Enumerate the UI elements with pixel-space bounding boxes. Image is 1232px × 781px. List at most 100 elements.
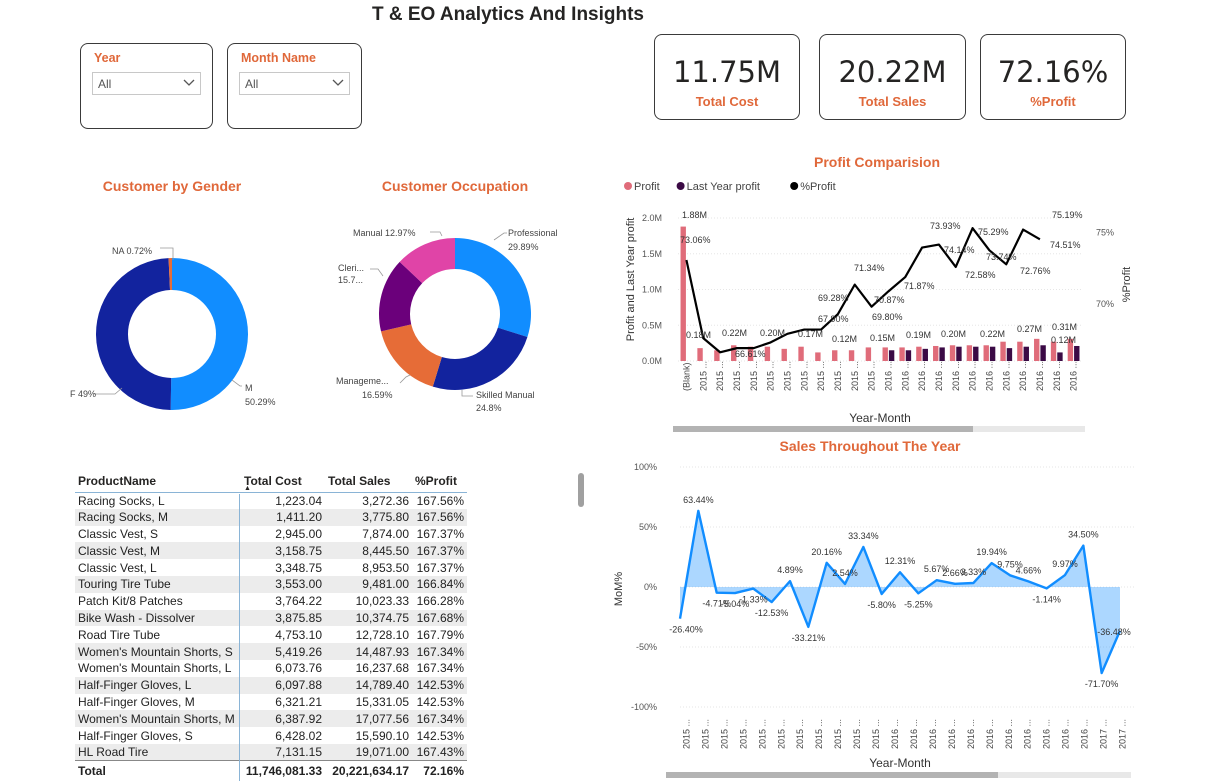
profit-bar[interactable]	[781, 348, 787, 361]
gender-slice-m[interactable]	[170, 258, 249, 410]
profit-bar[interactable]	[1067, 338, 1074, 361]
table-row[interactable]: Half-Finger Gloves, M 6,321.21 15,331.05 14…	[75, 694, 467, 711]
legend-label-1[interactable]: Last Year profit	[687, 181, 760, 193]
sales-scroll-thumb[interactable]	[666, 772, 998, 778]
chevron-down-icon	[332, 79, 344, 86]
profit-bar[interactable]	[848, 350, 855, 361]
table-row[interactable]: Road Tire Tube 4,753.10 12,728.10 167.79%	[75, 626, 467, 643]
gender-donut-chart: NA 0.72% F 49% M 50.29%	[70, 246, 276, 410]
occupation-slice-manual[interactable]	[399, 238, 455, 284]
occupation-slice-skilled-manual[interactable]	[432, 327, 528, 390]
last-year-profit-bar[interactable]	[1023, 346, 1029, 361]
last-year-profit-bar[interactable]	[922, 348, 928, 361]
header-productname[interactable]: ProductName	[78, 473, 157, 488]
cell-productname: Racing Socks, M	[75, 508, 241, 526]
profit-bar[interactable]	[731, 345, 737, 361]
occupation-slice-clerical[interactable]	[379, 261, 423, 332]
table-row[interactable]: Bike Wash - Dissolver 3,875.85 10,374.75 16…	[75, 609, 467, 627]
profit-pct-card: 72.16% %Profit	[980, 34, 1126, 120]
table-row[interactable]: Women's Mountain Shorts, S 5,419.26 14,487…	[75, 643, 467, 660]
cell-profit-pct: 167.34%	[416, 661, 464, 676]
last-year-profit-bar[interactable]	[939, 347, 945, 361]
profit-bar[interactable]	[865, 347, 872, 361]
profit-bar[interactable]	[899, 347, 905, 361]
occupation-professional-pct: 29.89%	[508, 242, 539, 252]
header-total-sales[interactable]: Total Sales	[328, 473, 391, 488]
table-row[interactable]: Classic Vest, S 2,945.00 7,874.00 167.37%	[75, 526, 467, 543]
profit-bar[interactable]	[882, 347, 888, 361]
occupation-slice-management[interactable]	[381, 324, 442, 387]
profit-ytick: 0.5M	[642, 320, 662, 330]
profit-bar[interactable]	[1050, 341, 1057, 361]
cell-profit-pct: 167.56%	[416, 493, 464, 508]
profit-bar[interactable]	[815, 352, 821, 361]
profit-bar[interactable]	[916, 346, 922, 361]
profit-bar[interactable]	[933, 345, 939, 361]
last-year-profit-bar[interactable]	[1074, 345, 1080, 361]
profit-data-label: 74.51%	[1050, 240, 1081, 250]
profit-bar[interactable]	[798, 346, 804, 361]
last-year-profit-bar[interactable]	[1006, 348, 1013, 361]
profit-bar[interactable]	[966, 345, 973, 361]
profit-bar[interactable]	[680, 226, 686, 361]
sales-xtick: 2016 ...	[966, 719, 976, 749]
last-year-profit-bar[interactable]	[956, 346, 962, 361]
profit-data-label: 73.06%	[680, 235, 711, 245]
profit-xtick: 2015 ...	[799, 361, 809, 391]
cell-productname: Women's Mountain Shorts, M	[75, 710, 241, 728]
year-slicer: Year All	[80, 43, 213, 129]
profit-bar[interactable]	[949, 345, 956, 361]
last-year-profit-bar[interactable]	[973, 346, 979, 361]
profit-bar[interactable]	[714, 350, 720, 361]
last-year-profit-bar[interactable]	[1057, 352, 1063, 361]
profit-bar[interactable]	[764, 346, 771, 361]
profit-data-label: 66.61%	[735, 349, 766, 359]
table-scrollbar-thumb[interactable]	[578, 473, 584, 507]
profit-scroll-thumb[interactable]	[673, 426, 973, 432]
sales-xtick: 2015 ...	[719, 719, 729, 749]
last-year-profit-bar[interactable]	[1040, 345, 1046, 361]
table-row[interactable]: Racing Socks, M 1,411.20 3,775.80 167.56%	[75, 508, 467, 526]
table-row[interactable]: Women's Mountain Shorts, L 6,073.76 16,237…	[75, 660, 467, 677]
sales-mom-line[interactable]	[678, 509, 1122, 675]
profit-comparison-chart: Profit Comparision Profit Last Year profit…	[624, 154, 1133, 432]
profit-data-label: 0.31M	[1052, 322, 1077, 332]
profit-bar[interactable]	[697, 348, 703, 361]
product-table-container: ProductName Total Cost ▲ Total Sales %Pr…	[75, 470, 475, 781]
profit-bar[interactable]	[983, 345, 989, 361]
header-profit-pct[interactable]: %Profit	[415, 473, 457, 488]
gender-slice-f[interactable]	[96, 258, 172, 410]
legend-label-0[interactable]: Profit	[634, 181, 660, 193]
table-row[interactable]: Patch Kit/8 Patches 3,764.22 10,023.33 166.…	[75, 593, 467, 610]
last-year-profit-bar[interactable]	[989, 346, 996, 361]
profit-bar[interactable]	[1034, 338, 1040, 361]
last-year-profit-bar[interactable]	[905, 350, 912, 361]
gender-slice-na[interactable]	[168, 258, 172, 291]
month-dropdown[interactable]: All	[239, 72, 350, 95]
table-row[interactable]: Touring Tire Tube 3,553.00 9,481.00 166.84%	[75, 575, 467, 593]
table-row[interactable]: Classic Vest, L 3,348.75 8,953.50 167.37%	[75, 559, 467, 576]
occupation-slice-professional[interactable]	[455, 238, 531, 338]
table-row[interactable]: Women's Mountain Shorts, M 6,387.92 17,077…	[75, 710, 467, 728]
year-dropdown[interactable]: All	[92, 72, 201, 95]
total-cost-card: 11.75M Total Cost	[654, 34, 800, 120]
year-slicer-label: Year	[94, 51, 121, 65]
profit-xtick: 2016 ...	[934, 361, 944, 391]
table-row[interactable]: Racing Socks, L 1,223.04 3,272.36 167.56%	[75, 492, 467, 509]
profit-bar[interactable]	[832, 350, 838, 361]
table-row[interactable]: Half-Finger Gloves, L 6,097.88 14,789.40 14…	[75, 676, 467, 694]
header-total-cost[interactable]: Total Cost ▲	[241, 470, 325, 492]
sales-data-label: -26.40%	[669, 625, 703, 635]
last-year-profit-bar[interactable]	[888, 350, 895, 361]
cell-profit-pct: 142.53%	[416, 694, 464, 709]
legend-label-2[interactable]: %Profit	[800, 181, 835, 193]
profit-bar[interactable]	[1000, 341, 1006, 361]
profit-bar[interactable]	[1017, 341, 1023, 361]
profit-pct-line[interactable]	[685, 227, 1041, 354]
table-row[interactable]: Classic Vest, M 3,158.75 8,445.50 167.37%	[75, 542, 467, 560]
chevron-down-icon	[183, 79, 195, 86]
table-row[interactable]: Half-Finger Gloves, S 6,428.02 15,590.10 14…	[75, 727, 467, 744]
profit-bar[interactable]	[747, 346, 754, 361]
sales-data-label: 20.16%	[811, 547, 842, 557]
table-row[interactable]: HL Road Tire 7,131.15 19,071.00 167.43%	[75, 743, 467, 761]
